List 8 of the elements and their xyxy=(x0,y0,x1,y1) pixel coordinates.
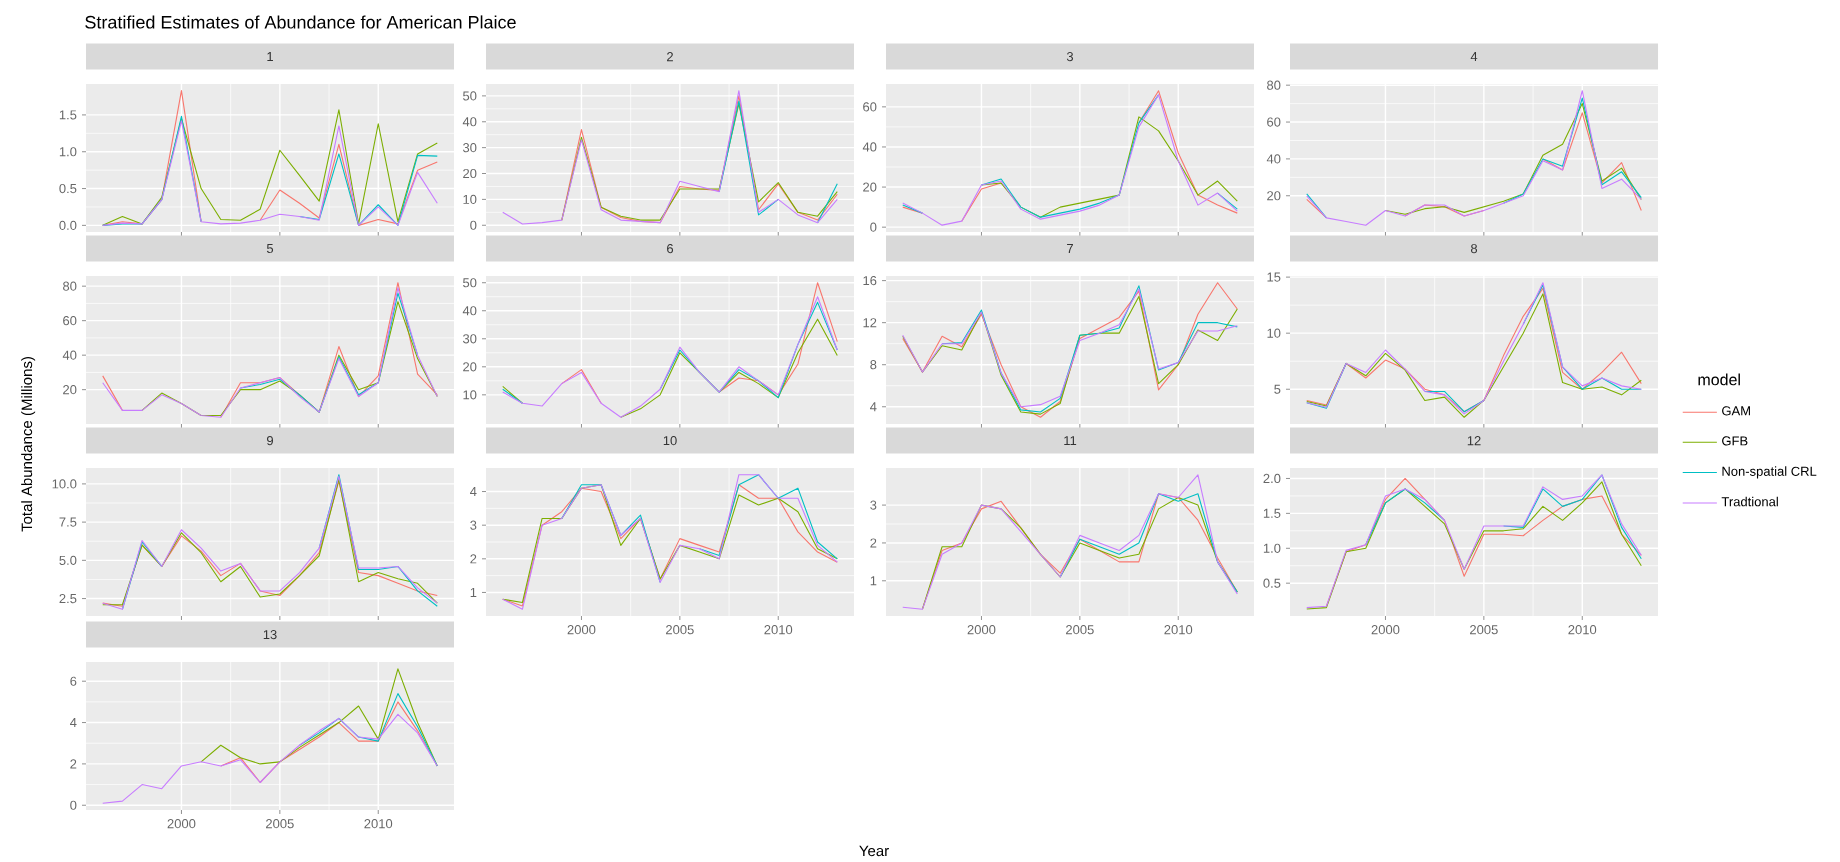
line-series xyxy=(502,90,838,225)
line-series xyxy=(902,474,1238,610)
line-series xyxy=(200,668,438,767)
line-series xyxy=(102,713,438,804)
line-series xyxy=(502,296,838,418)
text: Stratified Estimates of Abundance for American Plaice xyxy=(85,15,516,29)
legend-title: model xyxy=(1698,373,1740,386)
line-series xyxy=(1059,493,1238,593)
